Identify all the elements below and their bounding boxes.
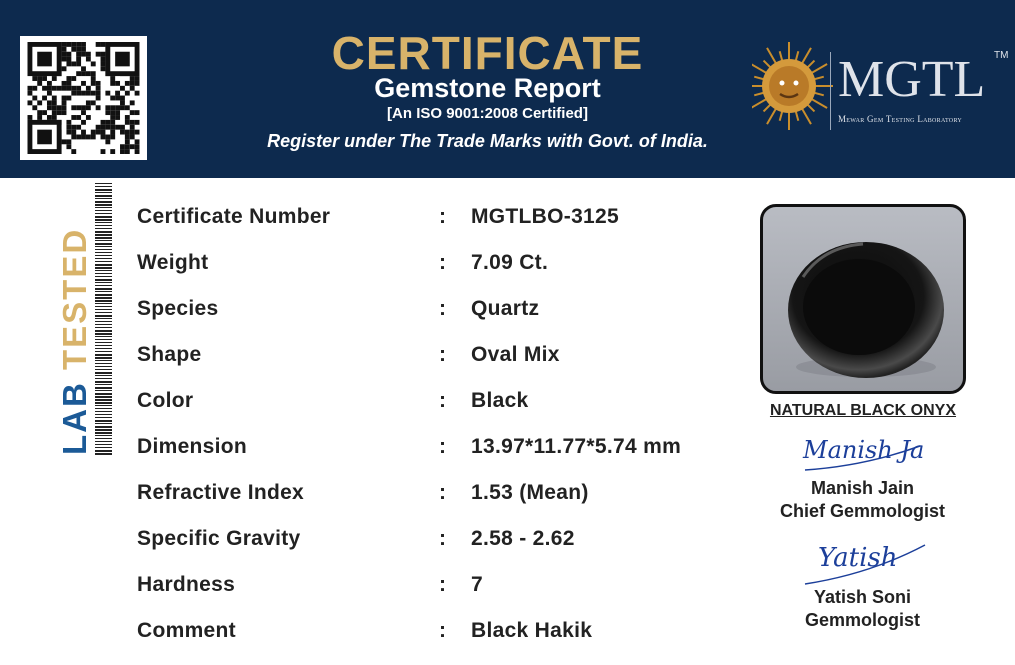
logo-divider bbox=[830, 52, 831, 130]
lab-tested-badge: LAB TESTED bbox=[56, 228, 94, 455]
sun-emblem-icon bbox=[752, 42, 833, 130]
lab-full-name: Mewar Gem Testing Laboratory bbox=[838, 114, 963, 124]
detail-value: 13.97*11.77*5.74 mm bbox=[471, 435, 682, 458]
svg-text:Yatish: Yatish bbox=[818, 543, 898, 573]
detail-label: Dimension bbox=[137, 435, 248, 458]
tm-mark: TM bbox=[994, 50, 1009, 61]
gemstone-photo bbox=[760, 204, 966, 394]
tested-text: TESTED bbox=[56, 227, 93, 370]
mgtl-logo: MGTL bbox=[838, 51, 986, 108]
detail-separator: : bbox=[439, 297, 447, 320]
detail-label: Refractive Index bbox=[137, 481, 305, 504]
detail-label: Specific Gravity bbox=[137, 527, 301, 550]
detail-separator: : bbox=[439, 619, 447, 642]
detail-separator: : bbox=[439, 527, 447, 550]
detail-label: Shape bbox=[137, 343, 202, 366]
certificate-title: CERTIFICATE bbox=[331, 27, 644, 79]
qr-code bbox=[20, 36, 147, 160]
detail-value: Quartz bbox=[471, 297, 540, 320]
detail-separator: : bbox=[439, 205, 447, 228]
detail-value: 7.09 Ct. bbox=[471, 251, 549, 274]
barcode-icon bbox=[95, 183, 112, 455]
detail-value: Black bbox=[471, 389, 529, 412]
lab-text: LAB bbox=[56, 381, 93, 455]
detail-separator: : bbox=[439, 481, 447, 504]
gem-caption: NATURAL BLACK ONYX bbox=[769, 402, 957, 419]
detail-separator: : bbox=[439, 573, 447, 596]
signatory-title: Chief Gemmologist bbox=[779, 501, 945, 521]
signature-yatish: Yatish bbox=[804, 543, 926, 585]
detail-separator: : bbox=[439, 389, 447, 412]
trademark-note: Register under The Trade Marks with Govt… bbox=[267, 131, 708, 151]
detail-label: Species bbox=[137, 297, 219, 320]
detail-value: 7 bbox=[471, 573, 483, 596]
detail-label: Certificate Number bbox=[137, 205, 331, 228]
detail-value: MGTLBO-3125 bbox=[471, 205, 619, 228]
detail-separator: : bbox=[439, 251, 447, 274]
signatory-manish: Manish Jain Chief Gemmologist bbox=[760, 477, 965, 523]
certificate-header: CERTIFICATE Gemstone Report [An ISO 9001… bbox=[0, 0, 1015, 178]
signatory-name: Manish Jain bbox=[810, 478, 915, 498]
detail-label: Comment bbox=[137, 619, 236, 642]
signatory-name: Yatish Soni bbox=[813, 587, 912, 607]
iso-note: [An ISO 9001:2008 Certified] bbox=[387, 105, 588, 122]
detail-value: Oval Mix bbox=[471, 343, 560, 366]
detail-label: Hardness bbox=[137, 573, 236, 596]
report-subtitle: Gemstone Report bbox=[374, 73, 601, 103]
signature-manish: Manish Jain bbox=[802, 436, 925, 471]
detail-separator: : bbox=[439, 435, 447, 458]
detail-value: 1.53 (Mean) bbox=[471, 481, 589, 504]
svg-text:Manish Jain: Manish Jain bbox=[802, 436, 925, 464]
detail-value: 2.58 - 2.62 bbox=[471, 527, 575, 550]
detail-value: Black Hakik bbox=[471, 619, 593, 642]
detail-label: Weight bbox=[137, 251, 209, 274]
detail-label: Color bbox=[137, 389, 194, 412]
signatory-yatish: Yatish Soni Gemmologist bbox=[760, 586, 965, 632]
detail-separator: : bbox=[439, 343, 447, 366]
signatory-title: Gemmologist bbox=[804, 610, 920, 630]
